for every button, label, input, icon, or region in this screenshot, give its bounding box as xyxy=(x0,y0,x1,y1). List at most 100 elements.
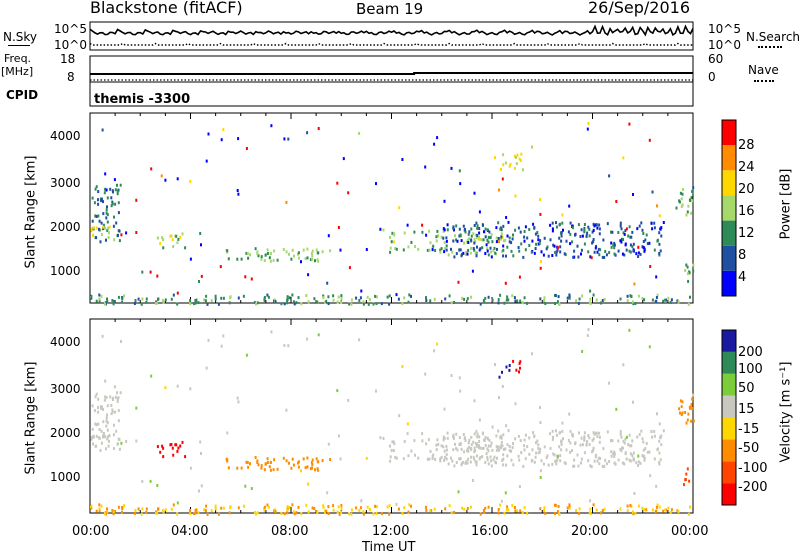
power-pixel xyxy=(315,248,318,252)
power-ytick: 2000 xyxy=(50,220,81,234)
velocity-pixel xyxy=(310,461,313,464)
velocity-pixel xyxy=(684,411,687,414)
velocity-pixel xyxy=(473,399,476,403)
power-pixel xyxy=(643,298,646,302)
velocity-pixel xyxy=(111,410,114,414)
power-pixel xyxy=(228,301,231,305)
velocity-pixel xyxy=(327,512,330,516)
power-pixel xyxy=(501,250,504,253)
velocity-pixel xyxy=(256,511,259,515)
power-pixel xyxy=(676,299,679,303)
power-pixel xyxy=(630,235,633,239)
velocity-pixel xyxy=(523,444,526,448)
power-pixel xyxy=(577,255,580,259)
velocity-pixel xyxy=(458,436,461,440)
power-pixel xyxy=(586,127,589,131)
velocity-pixel xyxy=(155,511,157,515)
velocity-pixel xyxy=(505,365,508,369)
velocity-pixel xyxy=(459,457,462,461)
power-pixel xyxy=(619,224,622,228)
velocity-pixel xyxy=(516,509,519,513)
velocity-pixel xyxy=(481,455,484,459)
velocity-pixel xyxy=(105,419,108,423)
velocity-pixel xyxy=(497,429,500,433)
power-colorbar-tick: 12 xyxy=(738,226,755,241)
velocity-pixel xyxy=(625,435,628,439)
power-pixel xyxy=(162,238,165,242)
power-pixel xyxy=(497,221,500,225)
velocity-pixel xyxy=(291,457,294,461)
velocity-pixel xyxy=(573,458,576,462)
velocity-pixel xyxy=(464,439,467,442)
velocity-pixel xyxy=(559,431,561,435)
power-pixel xyxy=(104,302,106,306)
velocity-pixel xyxy=(172,453,175,457)
velocity-pixel xyxy=(443,436,446,440)
velocity-pixel xyxy=(429,509,432,513)
velocity-pixel xyxy=(170,507,173,511)
power-colorbar-segment xyxy=(722,245,736,271)
power-pixel xyxy=(397,297,400,301)
velocity-pixel xyxy=(538,450,541,454)
power-pixel xyxy=(593,250,596,254)
power-pixel xyxy=(203,298,206,302)
velocity-pixel xyxy=(512,359,515,363)
power-pixel xyxy=(291,293,294,297)
velocity-pixel xyxy=(90,436,93,439)
power-pixel xyxy=(304,257,307,261)
power-pixel xyxy=(149,270,152,274)
velocity-pixel xyxy=(273,458,276,462)
velocity-pixel xyxy=(95,509,98,513)
power-pixel xyxy=(264,253,267,257)
power-pixel xyxy=(485,243,488,247)
power-pixel xyxy=(478,231,481,235)
power-pixel xyxy=(658,252,661,255)
power-pixel xyxy=(490,250,492,254)
power-pixel xyxy=(518,157,521,161)
velocity-pixel xyxy=(193,512,195,516)
power-pixel xyxy=(654,300,657,304)
power-pixel xyxy=(528,228,531,231)
velocity-pixel xyxy=(176,384,179,388)
velocity-pixel xyxy=(593,459,596,463)
power-pixel xyxy=(537,238,540,242)
power-pixel xyxy=(512,233,514,237)
velocity-pixel xyxy=(117,442,119,446)
power-pixel xyxy=(599,248,602,252)
power-pixel xyxy=(425,296,427,300)
velocity-pixel xyxy=(175,443,178,447)
power-pixel xyxy=(300,302,303,306)
power-pixel xyxy=(631,245,634,249)
velocity-pixel xyxy=(467,449,470,453)
velocity-pixel xyxy=(455,447,458,450)
velocity-pixel xyxy=(306,337,309,341)
power-pixel xyxy=(92,233,94,237)
power-pixel xyxy=(111,202,114,206)
power-pixel xyxy=(528,244,531,247)
velocity-pixel xyxy=(602,447,605,451)
power-pixel xyxy=(519,299,522,303)
velocity-pixel xyxy=(500,440,503,444)
power-pixel xyxy=(462,251,465,255)
velocity-pixel xyxy=(622,439,625,443)
power-pixel xyxy=(476,233,479,237)
x-tick: 04:00 xyxy=(171,524,209,539)
velocity-pixel xyxy=(511,446,514,449)
power-pixel xyxy=(581,234,584,238)
velocity-pixel xyxy=(623,441,626,445)
power-pixel xyxy=(595,223,598,227)
power-pixel xyxy=(613,246,616,250)
power-pixel xyxy=(617,249,620,253)
power-pixel xyxy=(476,245,478,249)
velocity-pixel xyxy=(610,454,613,458)
velocity-pixel xyxy=(456,448,459,452)
velocity-pixel xyxy=(189,512,192,516)
velocity-pixel xyxy=(555,429,557,433)
velocity-pixel xyxy=(605,462,608,466)
power-pixel xyxy=(446,223,449,227)
power-pixel xyxy=(538,241,541,245)
power-pixel xyxy=(655,296,658,299)
power-pixel xyxy=(682,188,685,191)
power-pixel xyxy=(114,202,117,206)
velocity-pixel xyxy=(145,510,148,514)
